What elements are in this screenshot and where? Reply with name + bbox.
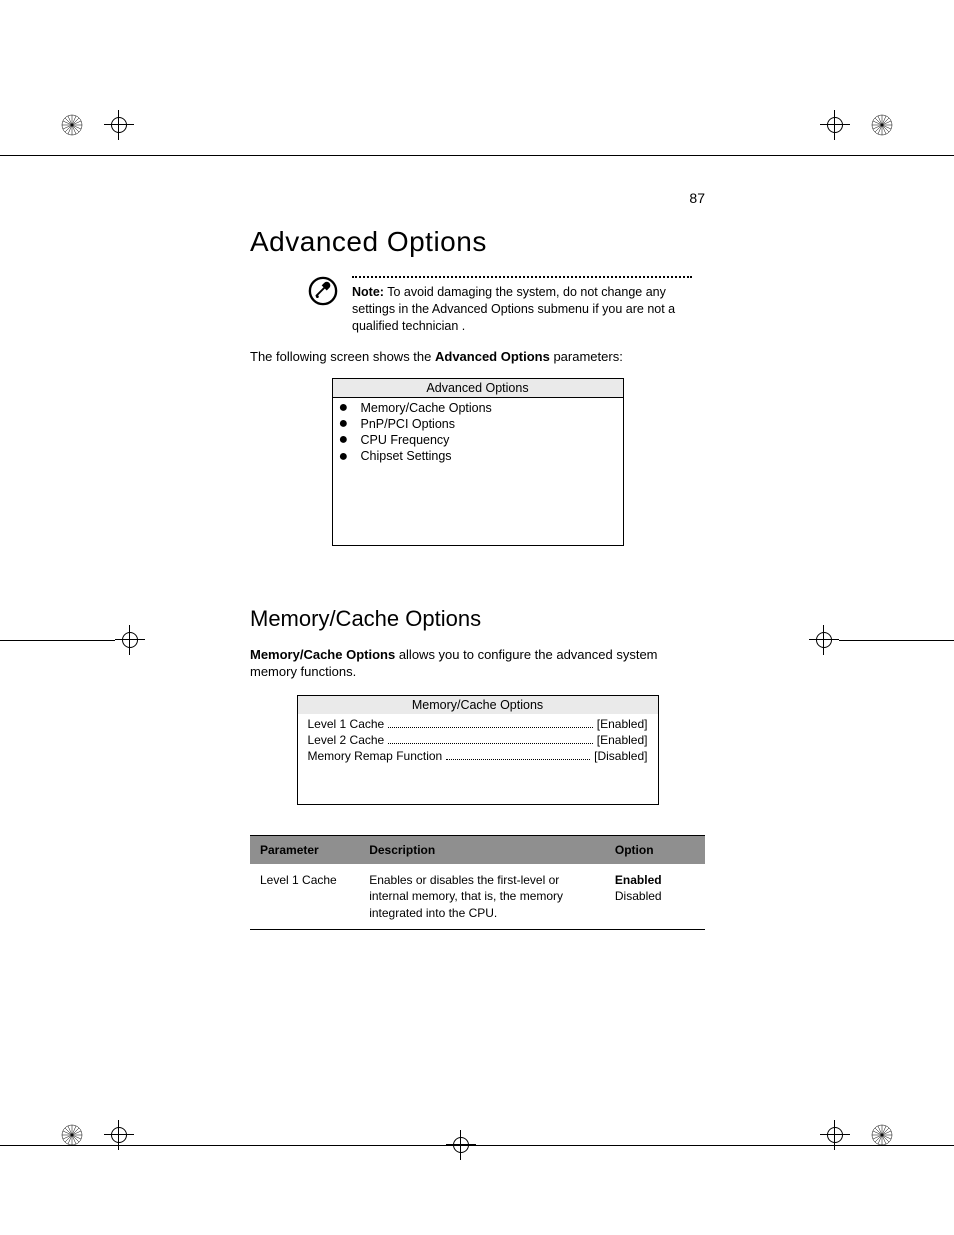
crosshair-icon <box>104 110 134 140</box>
sunburst-icon <box>870 113 894 137</box>
cropmark-bottom-mid <box>446 1130 476 1160</box>
option-label: Level 1 Cache <box>308 716 385 732</box>
opts-body: Level 1 Cache [Enabled] Level 2 Cache [Enab… <box>298 714 658 805</box>
page-content: 87 Advanced Options Note: To avoid damag… <box>250 190 705 930</box>
screen-header: Advanced Options <box>333 379 623 398</box>
parameter-table: Parameter Description Option Level 1 Cac… <box>250 835 705 930</box>
note-label: Note: <box>352 285 384 299</box>
sub-intro: Memory/Cache Options allows you to confi… <box>250 646 705 681</box>
section-subtitle: Memory/Cache Options <box>250 606 705 632</box>
crop-line-top <box>0 155 954 156</box>
screen-menu-item: ●Chipset Settings <box>339 448 617 464</box>
note-block: Note: To avoid damaging the system, do n… <box>250 276 705 335</box>
crosshair-icon <box>104 1120 134 1150</box>
dot-leader <box>388 733 593 744</box>
crosshair-icon <box>820 110 850 140</box>
menu-item-label: Memory/Cache Options <box>361 400 492 416</box>
screen-body: ●Memory/Cache Options●PnP/PCI Options●CP… <box>333 398 623 545</box>
crop-line-mid-right <box>839 640 954 641</box>
bullet-icon: ● <box>339 400 361 416</box>
page-title: Advanced Options <box>250 226 705 258</box>
page-number: 87 <box>250 190 705 206</box>
dot-leader <box>446 750 590 761</box>
cropmark-bottom-left <box>60 1120 134 1150</box>
dot-leader <box>388 717 593 728</box>
note-divider <box>352 276 692 278</box>
option-label: Memory Remap Function <box>308 748 443 764</box>
intro-bold: Advanced Options <box>435 349 550 364</box>
th-description: Description <box>359 836 605 865</box>
option-row: Memory Remap Function [Disabled] <box>308 748 648 764</box>
menu-item-label: CPU Frequency <box>361 432 450 448</box>
bullet-icon: ● <box>339 416 361 432</box>
crosshair-icon <box>809 625 839 655</box>
cell-description: Enables or disables the first-level or i… <box>359 864 605 929</box>
crosshair-icon <box>446 1130 476 1160</box>
bullet-icon: ● <box>339 432 361 448</box>
option-label: Level 2 Cache <box>308 732 385 748</box>
sub-intro-bold: Memory/Cache Options <box>250 647 395 662</box>
advanced-options-screen: Advanced Options ●Memory/Cache Options●P… <box>332 378 624 546</box>
menu-item-label: Chipset Settings <box>361 448 452 464</box>
screen-menu-item: ●Memory/Cache Options <box>339 400 617 416</box>
cropmark-bottom-right <box>820 1120 894 1150</box>
cropmark-mid-left <box>115 625 145 655</box>
sunburst-icon <box>870 1123 894 1147</box>
note-body-text: To avoid damaging the system, do not cha… <box>352 285 675 333</box>
cell-option: EnabledDisabled <box>605 864 705 929</box>
th-parameter: Parameter <box>250 836 359 865</box>
intro-text: The following screen shows the Advanced … <box>250 349 705 364</box>
option-row: Level 2 Cache [Enabled] <box>308 732 648 748</box>
memcache-options-screen: Memory/Cache Options Level 1 Cache [Enabl… <box>297 695 659 806</box>
option-value: [Enabled] <box>597 732 648 748</box>
intro-prefix: The following screen shows the <box>250 349 435 364</box>
sunburst-icon <box>60 113 84 137</box>
intro-suffix: parameters: <box>550 349 623 364</box>
crosshair-icon <box>820 1120 850 1150</box>
option-value: [Disabled] <box>594 748 647 764</box>
cell-parameter: Level 1 Cache <box>250 864 359 929</box>
cropmark-mid-right <box>809 625 839 655</box>
crop-line-bottom <box>0 1145 954 1146</box>
bullet-icon: ● <box>339 449 361 465</box>
cropmark-top-right <box>820 110 894 140</box>
note-text: Note: To avoid damaging the system, do n… <box>352 284 705 335</box>
sunburst-icon <box>60 1123 84 1147</box>
note-icon <box>308 276 338 311</box>
option-row: Level 1 Cache [Enabled] <box>308 716 648 732</box>
th-option: Option <box>605 836 705 865</box>
table-row: Level 1 CacheEnables or disables the fir… <box>250 864 705 929</box>
opts-header: Memory/Cache Options <box>298 696 658 714</box>
crosshair-icon <box>115 625 145 655</box>
menu-item-label: PnP/PCI Options <box>361 416 456 432</box>
crop-line-mid-left <box>0 640 115 641</box>
option-value: [Enabled] <box>597 716 648 732</box>
cropmark-top-left <box>60 110 134 140</box>
screen-menu-item: ●CPU Frequency <box>339 432 617 448</box>
screen-menu-item: ●PnP/PCI Options <box>339 416 617 432</box>
